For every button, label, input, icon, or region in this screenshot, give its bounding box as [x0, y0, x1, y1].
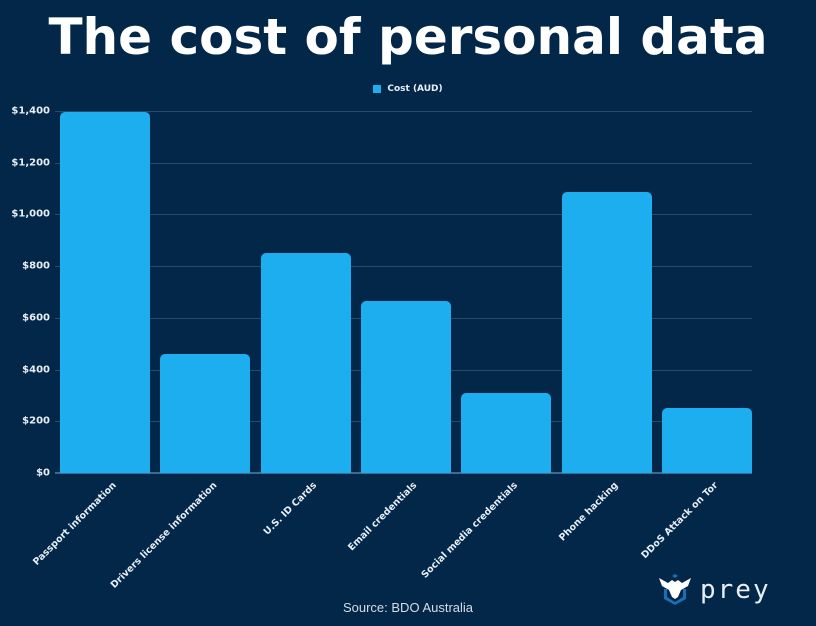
bar-email-credentials	[360, 301, 451, 473]
x-tick-label: Drivers license information	[108, 480, 220, 591]
legend-swatch	[373, 85, 382, 93]
source-note: Source: BDO Australia	[342, 600, 474, 615]
prey-eagle-shield-icon	[659, 574, 691, 605]
bar-drivers-license-information	[160, 354, 251, 473]
y-tick-label: $400	[22, 364, 50, 376]
x-tick-label: U.S. ID Cards	[261, 480, 320, 538]
plot-area	[55, 111, 752, 474]
y-tick-label: $1,000	[11, 208, 50, 220]
x-axis-baseline	[55, 472, 752, 474]
gridline	[55, 266, 752, 268]
y-tick-label: $1,400	[11, 105, 50, 117]
gridline	[55, 162, 752, 164]
y-tick-label: $600	[22, 312, 50, 324]
y-tick-label: $0	[36, 467, 50, 479]
chart-legend: Cost (AUD)	[0, 84, 816, 94]
bar-ddos-attack-on-tor	[661, 408, 752, 473]
bar-u-s-id-cards	[260, 253, 351, 473]
logo-text: prey	[700, 575, 771, 605]
gridline	[55, 111, 752, 112]
y-tick-label: $200	[22, 415, 50, 427]
bar-phone-hacking	[561, 192, 652, 473]
gridline	[55, 214, 752, 216]
x-tick-label: Passport information	[31, 480, 119, 568]
y-tick-label: $800	[22, 260, 50, 272]
bar-social-media-credentials	[461, 392, 552, 473]
y-tick-label: $1,200	[11, 157, 50, 169]
chart-title: The cost of personal data	[48, 8, 768, 66]
prey-logo: prey	[658, 572, 788, 608]
legend-label: Cost (AUD)	[387, 84, 443, 94]
bar-passport-information	[60, 112, 150, 473]
x-tick-label: Phone hacking	[556, 480, 621, 544]
x-tick-label: Email credentials	[346, 480, 420, 554]
x-tick-label: DDoS Attack on Tor	[639, 480, 721, 562]
x-tick-label: Social media credentials	[419, 480, 520, 581]
